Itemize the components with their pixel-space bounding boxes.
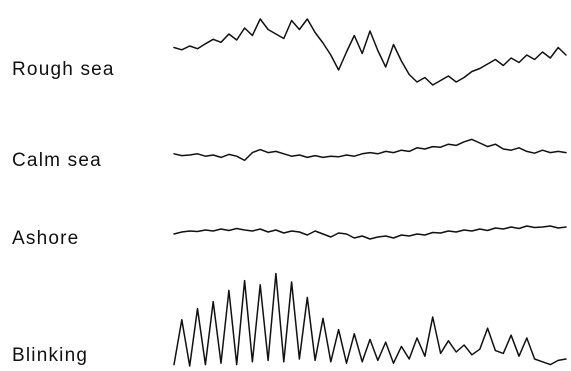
row-calm-sea: Calm sea <box>12 138 567 171</box>
trace-ashore <box>173 225 567 240</box>
label-blinking: Blinking <box>12 345 88 366</box>
trace-blinking <box>173 272 567 367</box>
row-blinking: Blinking <box>12 272 567 367</box>
label-calm-sea: Calm sea <box>12 150 102 171</box>
trace-rough-sea <box>173 18 567 86</box>
row-rough-sea: Rough sea <box>12 18 567 86</box>
label-rough-sea: Rough sea <box>12 59 115 80</box>
row-ashore: Ashore <box>12 225 567 249</box>
trace-rows: Rough sea Calm sea Ashore Blinking <box>12 18 567 367</box>
label-ashore: Ashore <box>12 228 79 249</box>
trace-calm-sea <box>173 138 567 162</box>
